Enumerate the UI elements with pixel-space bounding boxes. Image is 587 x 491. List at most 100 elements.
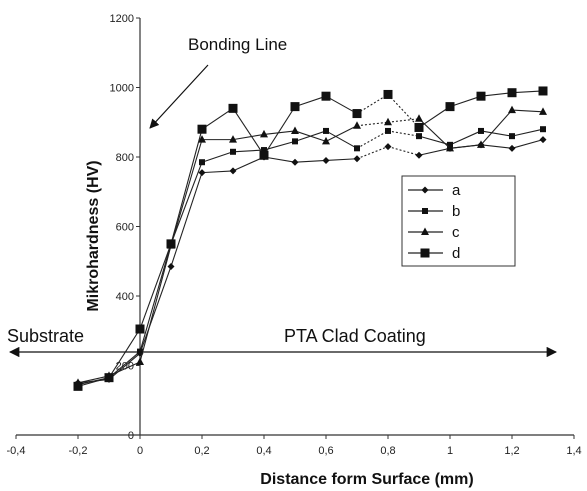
series-line-segment <box>356 121 389 127</box>
data-point <box>228 103 238 113</box>
legend-label: c <box>452 224 460 241</box>
series-line-segment <box>263 140 296 151</box>
series-line-segment <box>170 129 203 245</box>
series-line-segment <box>139 266 172 354</box>
data-point <box>445 102 455 112</box>
data-point <box>414 122 424 132</box>
series-line-segment <box>418 118 451 149</box>
series-line-segment <box>480 130 513 137</box>
bonding-line-label: Bonding Line <box>188 35 287 54</box>
series-line-segment <box>356 146 389 160</box>
data-point <box>229 135 237 143</box>
series-line-segment <box>387 130 420 137</box>
data-point <box>73 381 83 391</box>
data-point <box>415 151 423 159</box>
series-line-segment <box>449 130 482 146</box>
data-point <box>291 158 299 166</box>
x-tick-label: 1,4 <box>566 445 581 457</box>
data-point <box>261 147 267 154</box>
series-line-segment <box>294 95 327 108</box>
x-tick-label: 0 <box>137 445 143 457</box>
y-tick-label: 800 <box>116 152 134 164</box>
data-point <box>260 129 268 138</box>
series-line-segment <box>511 109 544 113</box>
legend-label: d <box>452 245 460 262</box>
x-tick-label: 1,2 <box>504 445 519 457</box>
substrate-label: Substrate <box>7 326 84 346</box>
y-tick-label: 0 <box>128 430 134 442</box>
data-point <box>259 150 269 160</box>
series-line-segment <box>511 139 544 149</box>
series-line-segment <box>325 95 358 115</box>
y-tick-label: 600 <box>116 222 134 234</box>
series-line-segment <box>449 144 482 149</box>
series-line-segment <box>480 109 513 146</box>
series-line-segment <box>139 243 172 352</box>
data-point <box>508 144 516 152</box>
series-line-segment <box>77 377 110 387</box>
series-line-segment <box>294 159 327 163</box>
x-tick-label: -0,4 <box>7 445 26 457</box>
data-point <box>539 136 547 144</box>
series-line-segment <box>356 130 389 149</box>
data-point <box>385 127 391 134</box>
series-line-segment <box>108 352 141 380</box>
series-line-segment <box>263 130 296 135</box>
series-line-segment <box>201 170 234 174</box>
series-line-segment <box>263 106 296 156</box>
series-line-segment <box>108 361 141 377</box>
tick-group: -0,4-0,200,20,40,60,811,21,4020040060080… <box>7 13 582 457</box>
data-point <box>352 109 362 119</box>
data-point <box>323 127 329 134</box>
series-line-segment <box>232 149 265 153</box>
series-line-segment <box>201 107 234 130</box>
data-point <box>230 148 236 155</box>
legend-marker <box>420 248 430 258</box>
data-point <box>166 239 176 249</box>
series-line-segment <box>77 375 110 384</box>
series-line-segment <box>201 151 234 163</box>
x-tick-label: 0,2 <box>194 445 209 457</box>
x-tick-label: -0,2 <box>69 445 88 457</box>
series-line-segment <box>325 125 358 142</box>
data-point <box>321 91 331 101</box>
x-tick-label: 0,4 <box>256 445 271 457</box>
y-tick-label: 400 <box>116 291 134 303</box>
series-line-segment <box>325 158 358 162</box>
data-point <box>383 89 393 99</box>
y-axis-title: Mikrohardness (HV) <box>85 160 102 311</box>
data-point <box>198 169 206 177</box>
data-point <box>477 140 485 148</box>
data-point <box>384 117 392 126</box>
series-line-segment <box>356 93 389 115</box>
data-point <box>415 114 423 122</box>
series-line-segment <box>480 92 513 97</box>
legend-marker <box>421 227 429 235</box>
data-point <box>136 357 144 366</box>
data-point <box>135 324 145 334</box>
series-line-segment <box>511 90 544 94</box>
series-line-segment <box>263 156 296 163</box>
data-point <box>507 88 517 98</box>
x-tick-label: 0,8 <box>380 445 395 457</box>
series-line-segment <box>418 147 451 156</box>
data-point <box>199 159 205 166</box>
series-line-segment <box>170 139 203 246</box>
series-line-segment <box>139 245 172 363</box>
legend-marker <box>422 208 428 214</box>
data-point <box>104 373 114 383</box>
data-point <box>539 107 547 115</box>
series-d <box>73 86 548 391</box>
data-point <box>229 167 237 175</box>
data-point <box>384 143 392 151</box>
legend-label: b <box>452 203 460 220</box>
data-point <box>416 133 422 140</box>
series-line-segment <box>170 172 203 267</box>
legend-label: a <box>452 182 461 199</box>
series-line-segment <box>325 130 358 149</box>
data-point <box>353 155 361 163</box>
data-point <box>322 156 330 164</box>
series-line-segment <box>232 133 265 141</box>
